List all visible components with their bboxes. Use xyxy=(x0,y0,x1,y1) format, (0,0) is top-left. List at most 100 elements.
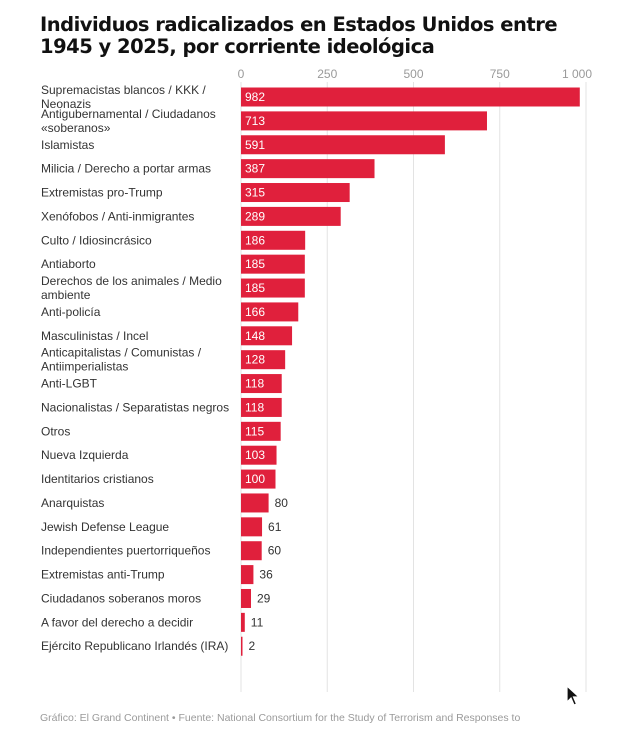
category-label: Jewish Defense League xyxy=(41,520,169,534)
category-label: Islamistas xyxy=(41,138,94,152)
category-label-line: Nacionalistas / Separatistas negros xyxy=(41,400,229,414)
x-tick-label: 500 xyxy=(403,67,423,81)
value-label: 185 xyxy=(245,257,265,271)
value-label: 2 xyxy=(249,639,256,653)
bar xyxy=(241,326,293,346)
category-label-line: Xenófobos / Anti-inmigrantes xyxy=(41,209,194,223)
bar xyxy=(241,278,305,298)
value-label: 61 xyxy=(268,520,282,534)
category-label: Xenófobos / Anti-inmigrantes xyxy=(41,209,194,223)
category-label-line: Anti-LGBT xyxy=(41,377,98,391)
value-label: 148 xyxy=(245,329,265,343)
x-tick-label: 750 xyxy=(490,67,510,81)
category-label: Derechos de los animales / Medio ambiente xyxy=(41,274,222,302)
bar xyxy=(241,469,276,489)
bar xyxy=(241,493,269,513)
category-label: Independientes puertorriqueños xyxy=(41,544,210,558)
category-label-line: A favor del derecho a decidir xyxy=(41,615,193,629)
value-label: 289 xyxy=(245,209,265,223)
bar xyxy=(241,206,341,226)
category-label-line: Anti-policía xyxy=(41,305,101,319)
bar xyxy=(241,397,282,417)
value-label: 185 xyxy=(245,281,265,295)
bar xyxy=(241,374,282,394)
category-label: Anti-policía xyxy=(41,305,101,319)
chart-title: Individuos radicalizados en Estados Unid… xyxy=(40,13,558,58)
value-label: 128 xyxy=(245,353,265,367)
value-label: 713 xyxy=(245,114,265,128)
bar xyxy=(241,541,262,561)
bar xyxy=(241,159,375,179)
bar xyxy=(241,612,245,632)
category-label-line: Milicia / Derecho a portar armas xyxy=(41,162,211,176)
category-label: Supremacistas blancos / KKK / Neonazis xyxy=(41,83,206,111)
value-label: 29 xyxy=(257,591,271,605)
value-label: 118 xyxy=(245,400,264,414)
category-label-line: Extremistas anti-Trump xyxy=(41,568,165,582)
category-label: Extremistas anti-Trump xyxy=(41,568,165,582)
category-label: Milicia / Derecho a portar armas xyxy=(41,162,211,176)
value-label: 115 xyxy=(245,424,264,438)
mouse-pointer-icon xyxy=(566,685,581,706)
category-label: Ejército Republicano Irlandés (IRA) xyxy=(41,639,228,653)
category-label-line: Ejército Republicano Irlandés (IRA) xyxy=(41,639,228,653)
category-label-line: Jewish Defense League xyxy=(41,520,169,534)
x-tick-label: 0 xyxy=(238,67,245,81)
category-label-line: Otros xyxy=(41,424,70,438)
category-label-line: ambiente xyxy=(41,288,91,302)
value-label: 591 xyxy=(245,138,265,152)
chart-footer: Gráfico: El Grand Continent • Fuente: Na… xyxy=(40,712,521,724)
bar xyxy=(241,350,286,370)
value-label: 118 xyxy=(245,377,264,391)
category-labels: Supremacistas blancos / KKK / NeonazisAnt… xyxy=(41,83,229,653)
category-label-line: Identitarios cristianos xyxy=(41,472,154,486)
category-label-line: Culto / Idiosincrásico xyxy=(41,233,152,247)
bar xyxy=(241,517,263,537)
category-label-line: Anticapitalistas / Comunistas / xyxy=(41,346,202,360)
value-label: 36 xyxy=(259,568,273,582)
bar xyxy=(241,421,281,441)
x-tick-label: 250 xyxy=(317,67,337,81)
bar xyxy=(241,254,305,274)
bar xyxy=(241,445,277,465)
bar xyxy=(241,183,350,203)
category-label: Extremistas pro-Trump xyxy=(41,186,163,200)
value-label: 103 xyxy=(245,448,265,462)
category-label: A favor del derecho a decidir xyxy=(41,615,193,629)
bar xyxy=(241,111,487,131)
category-label-line: Antiaborto xyxy=(41,257,96,271)
bar xyxy=(241,230,306,250)
value-label: 11 xyxy=(251,615,264,629)
category-label-line: Neonazis xyxy=(41,97,91,111)
value-label: 387 xyxy=(245,162,265,176)
bars xyxy=(241,87,580,656)
category-label-line: Independientes puertorriqueños xyxy=(41,544,210,558)
category-label: Antiaborto xyxy=(41,257,96,271)
category-label: Otros xyxy=(41,424,70,438)
category-label-line: Masculinistas / Incel xyxy=(41,329,148,343)
bar xyxy=(241,588,252,608)
category-label-line: Islamistas xyxy=(41,138,94,152)
value-label: 315 xyxy=(245,186,265,200)
bar xyxy=(241,87,580,107)
value-labels: 982 713 591 387 315 289 186 185 185 166 148 128 118 1… xyxy=(245,90,288,653)
category-label: Ciudadanos soberanos moros xyxy=(41,591,201,605)
category-label: Anarquistas xyxy=(41,496,104,510)
category-label: Anti-LGBT xyxy=(41,377,98,391)
category-label-line: Extremistas pro-Trump xyxy=(41,186,163,200)
category-label-line: Antigubernamental / Ciudadanos xyxy=(41,107,216,121)
category-label-line: Antiimperialistas xyxy=(41,360,128,374)
category-label-line: Anarquistas xyxy=(41,496,104,510)
bar xyxy=(241,135,445,155)
value-label: 100 xyxy=(245,472,265,486)
category-label: Identitarios cristianos xyxy=(41,472,154,486)
category-label-line: Supremacistas blancos / KKK / xyxy=(41,83,206,97)
bar xyxy=(241,636,243,656)
x-tick-label: 1 000 xyxy=(562,67,592,81)
bar xyxy=(241,302,299,322)
category-label: Culto / Idiosincrásico xyxy=(41,233,152,247)
category-label-line: Ciudadanos soberanos moros xyxy=(41,591,201,605)
value-label: 80 xyxy=(275,496,289,510)
value-label: 186 xyxy=(245,233,265,247)
